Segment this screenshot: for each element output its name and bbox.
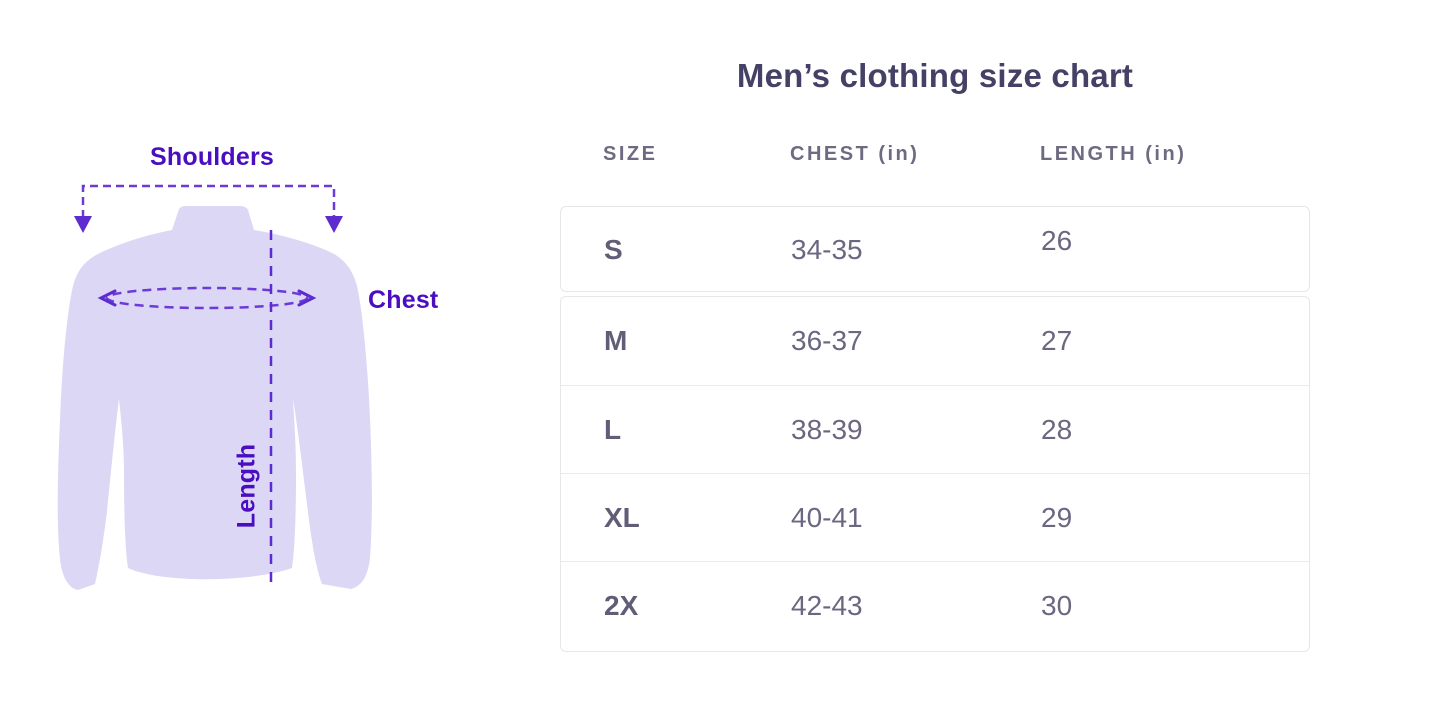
size-cell: L bbox=[604, 413, 622, 445]
column-header-chest: CHEST (in) bbox=[790, 142, 920, 165]
length-cell: 30 bbox=[1041, 589, 1073, 621]
shoulders-arrow-left-icon bbox=[74, 216, 92, 233]
column-header-size: SIZE bbox=[603, 142, 658, 165]
size-cell: S bbox=[604, 234, 623, 265]
chest-measure-ellipse bbox=[105, 286, 309, 310]
chest-cell: 40-41 bbox=[791, 501, 863, 533]
size-cell: 2X bbox=[604, 589, 639, 621]
shoulders-label: Shoulders bbox=[150, 143, 275, 171]
shoulders-measure-line bbox=[81, 184, 336, 218]
table-row: S 34-35 26 bbox=[561, 207, 1309, 293]
size-table-card-rest: M 36-37 27 L 38-39 28 XL 40-41 29 2X 42-… bbox=[560, 296, 1310, 652]
page-title: Men’s clothing size chart bbox=[736, 57, 1134, 94]
size-cell: M bbox=[604, 325, 628, 356]
table-row: L 38-39 28 bbox=[561, 385, 1309, 473]
size-table-header: SIZE CHEST (in) LENGTH (in) bbox=[560, 141, 1310, 167]
chest-cell: 34-35 bbox=[791, 234, 863, 265]
length-cell: 27 bbox=[1041, 325, 1073, 356]
shoulders-arrow-right-icon bbox=[325, 216, 343, 233]
size-table-card-s: S 34-35 26 bbox=[560, 206, 1310, 292]
shirt-measurement-diagram: Shoulders Chest Length bbox=[0, 0, 500, 725]
chest-arrow-right-icon bbox=[297, 289, 317, 307]
length-cell: 28 bbox=[1041, 413, 1073, 445]
shirt-illustration-svg bbox=[57, 184, 372, 590]
chest-cell: 38-39 bbox=[791, 413, 863, 445]
table-row: M 36-37 27 bbox=[561, 297, 1309, 385]
shirt-shape bbox=[57, 206, 372, 590]
table-row: XL 40-41 29 bbox=[561, 473, 1309, 561]
chest-cell: 42-43 bbox=[791, 589, 863, 621]
chest-label: Chest bbox=[368, 286, 439, 314]
chest-cell: 36-37 bbox=[791, 325, 863, 356]
size-cell: XL bbox=[604, 501, 640, 533]
table-row: 2X 42-43 30 bbox=[561, 561, 1309, 649]
length-cell: 26 bbox=[1041, 225, 1073, 256]
length-label: Length bbox=[232, 443, 261, 529]
length-cell: 29 bbox=[1041, 501, 1073, 533]
chest-arrow-left-icon bbox=[97, 289, 117, 307]
column-header-length: LENGTH (in) bbox=[1040, 142, 1187, 165]
